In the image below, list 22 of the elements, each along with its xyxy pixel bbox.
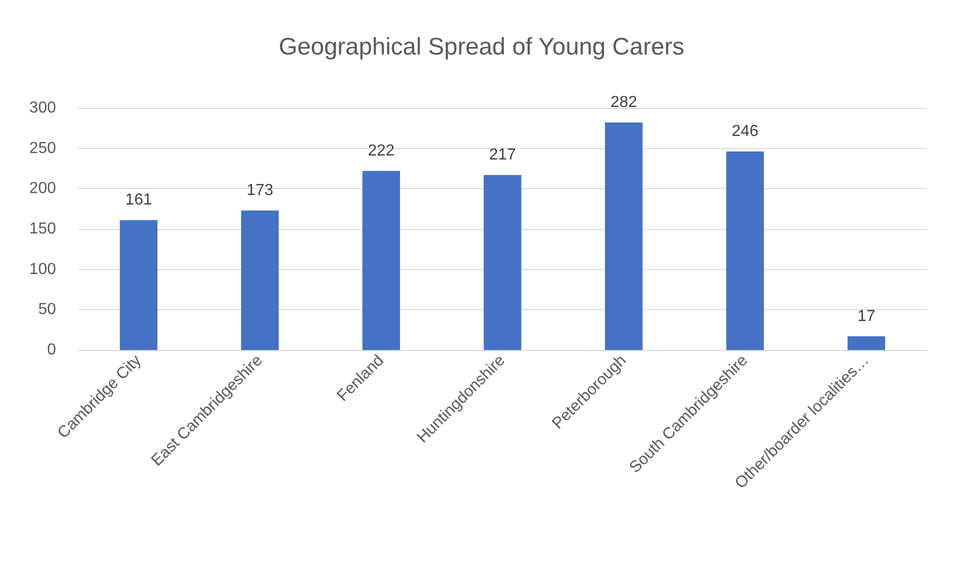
bar xyxy=(362,170,400,350)
data-label: 217 xyxy=(489,146,516,164)
bar xyxy=(484,174,522,350)
y-tick-label: 50 xyxy=(38,301,56,318)
data-label: 173 xyxy=(246,182,274,199)
bar xyxy=(726,152,764,350)
bar xyxy=(120,220,158,350)
y-tick-label: 0 xyxy=(47,342,56,358)
y-tick-label: 300 xyxy=(29,100,56,116)
data-label: 161 xyxy=(125,192,152,209)
y-tick-label: 150 xyxy=(29,220,56,238)
data-label: 17 xyxy=(857,308,876,325)
bar xyxy=(241,210,279,350)
data-label: 246 xyxy=(732,123,759,140)
y-tick-label: 250 xyxy=(29,140,56,157)
bar xyxy=(848,336,886,350)
y-tick-label: 200 xyxy=(29,180,56,198)
data-label: 222 xyxy=(368,142,395,160)
chart-title: Geographical Spread of Young Carers xyxy=(278,34,684,60)
y-tick-label: 100 xyxy=(29,260,56,278)
data-label: 282 xyxy=(610,94,638,112)
bar xyxy=(604,122,643,350)
